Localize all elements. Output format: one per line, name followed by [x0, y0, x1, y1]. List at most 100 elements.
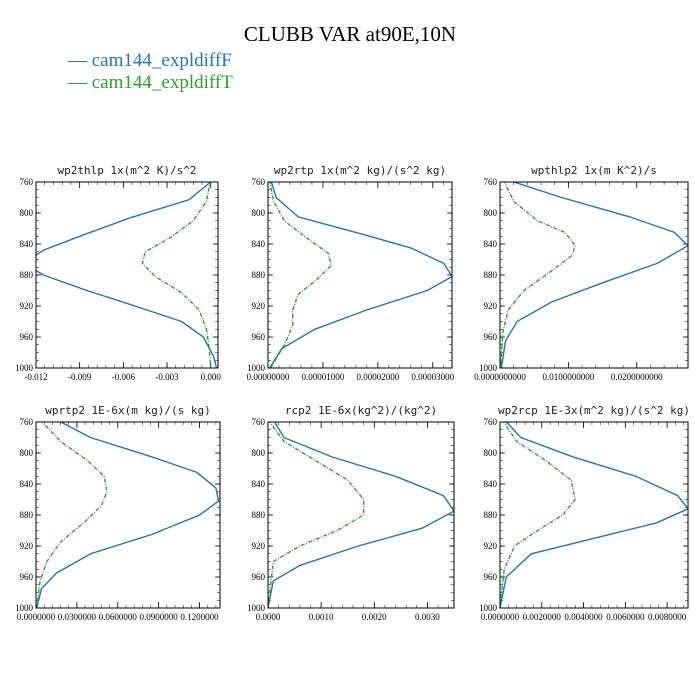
- x-tick-label: 0.0040000: [564, 612, 603, 622]
- series-line-cam144_expldiffF: [36, 422, 220, 608]
- y-tick-label: 840: [484, 239, 498, 249]
- plot-frame: [267, 181, 453, 369]
- x-tick-label: 0.000: [201, 372, 222, 382]
- x-tick-label: 0.0060000: [606, 612, 645, 622]
- y-tick-label: 960: [20, 572, 34, 582]
- x-tick-label: 0.0600000: [99, 612, 138, 622]
- panel-title: wpthlp2 1x(m K^2)/s: [531, 164, 657, 177]
- y-tick-label: 960: [484, 332, 498, 342]
- series-line-cam144_expldiffF: [36, 182, 218, 368]
- x-tick-label: -0.003: [155, 372, 179, 382]
- x-tick-label: 0.0020: [362, 612, 387, 622]
- series-group: [500, 422, 688, 608]
- x-tick-label: 0.0200000000: [611, 372, 663, 382]
- y-tick-label: 800: [20, 208, 34, 218]
- y-tick-label: 760: [252, 417, 266, 427]
- y-tick-label: 880: [484, 270, 498, 280]
- y-tick-label: 800: [484, 208, 498, 218]
- y-tick-label: 1000: [15, 363, 34, 373]
- y-tick-label: 920: [252, 301, 266, 311]
- panel-3: wpthlp2 1x(m K^2)/s 760 800 840 880 920 960 100…: [474, 164, 689, 382]
- y-tick-label: 1000: [247, 603, 266, 613]
- panel-1: wp2thlp 1x(m^2 K)/s^2 760 800 840 880 920 960 1…: [15, 164, 221, 382]
- series-group: [268, 422, 454, 608]
- panel-title: wp2rcp 1E-3x(m^2 kg)/(s^2 kg): [498, 404, 690, 417]
- y-tick-label: 840: [252, 239, 266, 249]
- series-line-cam144_expldiffT: [500, 182, 576, 368]
- series-group: [36, 182, 218, 368]
- y-tick-label: 800: [20, 448, 34, 458]
- y-tick-label: 960: [252, 332, 266, 342]
- y-tick-label: 960: [20, 332, 34, 342]
- x-tick-label: 0.0900000: [140, 612, 179, 622]
- panel-title: rcp2 1E-6x(kg^2)/(kg^2): [285, 404, 437, 417]
- y-tick-label: 800: [484, 448, 498, 458]
- x-tick-label: 0.00003000: [411, 372, 454, 382]
- y-tick-label: 760: [252, 177, 266, 187]
- y-tick-label: 840: [20, 479, 34, 489]
- y-tick-label: 920: [252, 541, 266, 551]
- panel-2: wp2rtp 1x(m^2 kg)/(s^2 kg) 760 800 840 880 92…: [247, 164, 455, 382]
- x-tick-label: 0.0010: [309, 612, 334, 622]
- x-tick-label: 0.0000000: [17, 612, 56, 622]
- x-tick-label: 0.0030: [415, 612, 440, 622]
- legend-entry-expldiffF: — cam144_expldiffF: [68, 50, 232, 71]
- series-line-cam144_expldiffT: [141, 182, 212, 368]
- series-line-cam144_expldiffF: [269, 182, 452, 368]
- x-tick-label: -0.012: [24, 372, 47, 382]
- y-tick-label: 880: [252, 510, 266, 520]
- x-tick-label: 0.00001000: [302, 372, 345, 382]
- x-tick-label: 0.0000: [256, 612, 281, 622]
- plot-frame: [499, 181, 689, 369]
- y-tick-label: 760: [484, 417, 498, 427]
- panel-title: wprtp2 1E-6x(m kg)/(s kg): [45, 404, 211, 417]
- y-tick-label: 800: [252, 208, 266, 218]
- y-tick-label: 920: [484, 541, 498, 551]
- series-group: [500, 182, 688, 368]
- y-tick-label: 920: [20, 541, 34, 551]
- y-tick-label: 760: [20, 177, 34, 187]
- panel-title: wp2thlp 1x(m^2 K)/s^2: [57, 164, 196, 177]
- x-tick-label: 0.00000000: [247, 372, 290, 382]
- y-tick-label: 760: [484, 177, 498, 187]
- series-line-cam144_expldiffF: [500, 182, 688, 368]
- plot-frame: [499, 421, 689, 609]
- y-tick-label: 960: [252, 572, 266, 582]
- x-tick-label: -0.006: [112, 372, 136, 382]
- x-tick-label: 0.0100000000: [542, 372, 594, 382]
- y-tick-label: 880: [20, 270, 34, 280]
- x-tick-label: 0.0000000000: [474, 372, 526, 382]
- y-tick-label: 880: [20, 510, 34, 520]
- x-tick-label: 0.00002000: [356, 372, 399, 382]
- plot-frame: [267, 421, 455, 609]
- plot-frame: [35, 421, 221, 609]
- y-tick-label: 920: [484, 301, 498, 311]
- y-tick-label: 920: [20, 301, 34, 311]
- series-line-cam144_expldiffT: [36, 422, 108, 608]
- y-tick-label: 1000: [247, 363, 266, 373]
- panel-6: wp2rcp 1E-3x(m^2 kg)/(s^2 kg)760 800 840 88…: [479, 404, 690, 622]
- y-tick-label: 960: [484, 572, 498, 582]
- y-tick-label: 880: [484, 510, 498, 520]
- series-line-cam144_expldiffF: [268, 422, 454, 608]
- x-tick-label: 0.0020000: [523, 612, 562, 622]
- legend-entry-expldiffT: — cam144_expldiffT: [68, 72, 233, 93]
- panel-5: rcp2 1E-6x(kg^2)/(kg^2) 760 800 840 880 920 96…: [247, 404, 455, 622]
- y-tick-label: 840: [484, 479, 498, 489]
- x-tick-label: 0.1200000: [180, 612, 219, 622]
- series-group: [269, 182, 452, 368]
- main-title: CLUBB VAR at90E,10N: [243, 22, 457, 46]
- y-tick-label: 800: [252, 448, 266, 458]
- panel-title: wp2rtp 1x(m^2 kg)/(s^2 kg): [274, 164, 446, 177]
- x-tick-label: 0.0000000: [481, 612, 520, 622]
- series-group: [36, 422, 220, 608]
- y-tick-label: 880: [252, 270, 266, 280]
- x-tick-label: -0.009: [68, 372, 92, 382]
- y-tick-label: 840: [20, 239, 34, 249]
- plot-frame: [35, 181, 219, 369]
- y-tick-label: 1000: [479, 603, 498, 613]
- y-tick-label: 840: [252, 479, 266, 489]
- x-tick-label: 0.0080000: [648, 612, 687, 622]
- y-tick-label: 760: [20, 417, 34, 427]
